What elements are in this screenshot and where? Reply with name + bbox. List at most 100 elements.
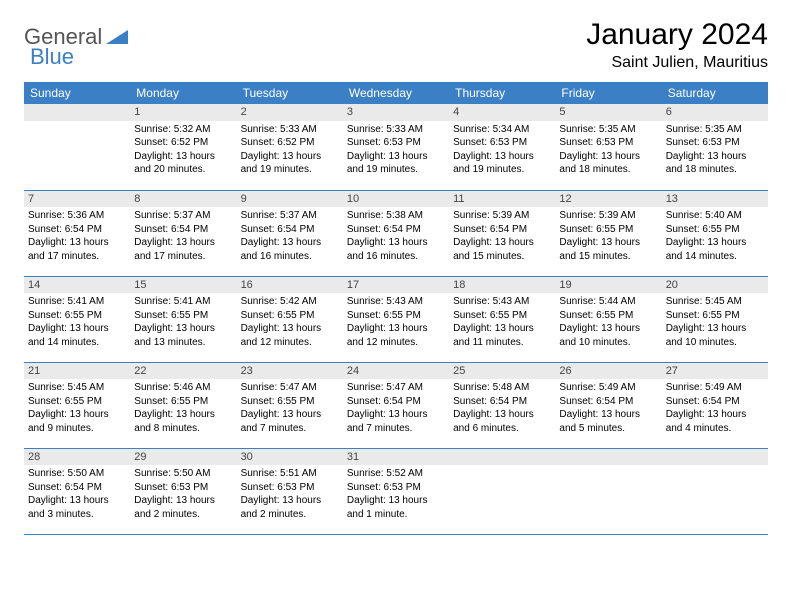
day-header-row: SundayMondayTuesdayWednesdayThursdayFrid… (24, 82, 768, 104)
calendar-cell: 2Sunrise: 5:33 AMSunset: 6:52 PMDaylight… (237, 104, 343, 190)
calendar-cell: 8Sunrise: 5:37 AMSunset: 6:54 PMDaylight… (130, 190, 236, 276)
day-body: Sunrise: 5:40 AMSunset: 6:55 PMDaylight:… (662, 207, 768, 267)
day-body: Sunrise: 5:39 AMSunset: 6:55 PMDaylight:… (555, 207, 661, 267)
day-body: Sunrise: 5:32 AMSunset: 6:52 PMDaylight:… (130, 121, 236, 181)
day-number: 16 (237, 277, 343, 294)
calendar-cell: 14Sunrise: 5:41 AMSunset: 6:55 PMDayligh… (24, 276, 130, 362)
day-body: Sunrise: 5:41 AMSunset: 6:55 PMDaylight:… (24, 293, 130, 353)
day-number (24, 104, 130, 121)
calendar-cell: 20Sunrise: 5:45 AMSunset: 6:55 PMDayligh… (662, 276, 768, 362)
calendar-cell: 28Sunrise: 5:50 AMSunset: 6:54 PMDayligh… (24, 448, 130, 534)
day-body: Sunrise: 5:48 AMSunset: 6:54 PMDaylight:… (449, 379, 555, 439)
day-number (662, 449, 768, 466)
calendar-row: 1Sunrise: 5:32 AMSunset: 6:52 PMDaylight… (24, 104, 768, 190)
day-number: 28 (24, 449, 130, 466)
day-header: Tuesday (237, 82, 343, 104)
calendar-cell: 11Sunrise: 5:39 AMSunset: 6:54 PMDayligh… (449, 190, 555, 276)
location: Saint Julien, Mauritius (586, 54, 768, 72)
calendar-cell: 31Sunrise: 5:52 AMSunset: 6:53 PMDayligh… (343, 448, 449, 534)
day-body: Sunrise: 5:37 AMSunset: 6:54 PMDaylight:… (130, 207, 236, 267)
day-number: 23 (237, 363, 343, 380)
calendar-cell: 3Sunrise: 5:33 AMSunset: 6:53 PMDaylight… (343, 104, 449, 190)
day-number: 8 (130, 191, 236, 208)
day-body: Sunrise: 5:45 AMSunset: 6:55 PMDaylight:… (662, 293, 768, 353)
day-number: 7 (24, 191, 130, 208)
day-header: Monday (130, 82, 236, 104)
calendar-cell: 17Sunrise: 5:43 AMSunset: 6:55 PMDayligh… (343, 276, 449, 362)
day-body: Sunrise: 5:49 AMSunset: 6:54 PMDaylight:… (662, 379, 768, 439)
calendar-cell: 16Sunrise: 5:42 AMSunset: 6:55 PMDayligh… (237, 276, 343, 362)
day-body: Sunrise: 5:35 AMSunset: 6:53 PMDaylight:… (555, 121, 661, 181)
calendar-row: 28Sunrise: 5:50 AMSunset: 6:54 PMDayligh… (24, 448, 768, 534)
calendar-table: SundayMondayTuesdayWednesdayThursdayFrid… (24, 82, 768, 535)
calendar-cell: 30Sunrise: 5:51 AMSunset: 6:53 PMDayligh… (237, 448, 343, 534)
day-header: Thursday (449, 82, 555, 104)
month-title: January 2024 (586, 18, 768, 52)
calendar-cell: 21Sunrise: 5:45 AMSunset: 6:55 PMDayligh… (24, 362, 130, 448)
day-body: Sunrise: 5:51 AMSunset: 6:53 PMDaylight:… (237, 465, 343, 525)
day-header: Friday (555, 82, 661, 104)
day-number: 2 (237, 104, 343, 121)
day-body: Sunrise: 5:43 AMSunset: 6:55 PMDaylight:… (343, 293, 449, 353)
day-number (449, 449, 555, 466)
day-number: 18 (449, 277, 555, 294)
day-body: Sunrise: 5:35 AMSunset: 6:53 PMDaylight:… (662, 121, 768, 181)
day-body: Sunrise: 5:45 AMSunset: 6:55 PMDaylight:… (24, 379, 130, 439)
day-body: Sunrise: 5:34 AMSunset: 6:53 PMDaylight:… (449, 121, 555, 181)
calendar-cell: 15Sunrise: 5:41 AMSunset: 6:55 PMDayligh… (130, 276, 236, 362)
day-number (555, 449, 661, 466)
day-number: 31 (343, 449, 449, 466)
day-number: 25 (449, 363, 555, 380)
calendar-cell: 25Sunrise: 5:48 AMSunset: 6:54 PMDayligh… (449, 362, 555, 448)
day-header: Sunday (24, 82, 130, 104)
day-body: Sunrise: 5:39 AMSunset: 6:54 PMDaylight:… (449, 207, 555, 267)
day-number: 29 (130, 449, 236, 466)
calendar-row: 14Sunrise: 5:41 AMSunset: 6:55 PMDayligh… (24, 276, 768, 362)
day-body: Sunrise: 5:49 AMSunset: 6:54 PMDaylight:… (555, 379, 661, 439)
day-number: 11 (449, 191, 555, 208)
calendar-body: 1Sunrise: 5:32 AMSunset: 6:52 PMDaylight… (24, 104, 768, 534)
day-body: Sunrise: 5:42 AMSunset: 6:55 PMDaylight:… (237, 293, 343, 353)
calendar-cell (449, 448, 555, 534)
calendar-cell: 10Sunrise: 5:38 AMSunset: 6:54 PMDayligh… (343, 190, 449, 276)
calendar-cell: 4Sunrise: 5:34 AMSunset: 6:53 PMDaylight… (449, 104, 555, 190)
logo-text-blue: Blue (30, 44, 74, 69)
day-number: 20 (662, 277, 768, 294)
calendar-cell: 7Sunrise: 5:36 AMSunset: 6:54 PMDaylight… (24, 190, 130, 276)
day-body: Sunrise: 5:47 AMSunset: 6:55 PMDaylight:… (237, 379, 343, 439)
calendar-cell (24, 104, 130, 190)
logo-sub: Blue (30, 44, 74, 70)
day-number: 13 (662, 191, 768, 208)
day-body: Sunrise: 5:44 AMSunset: 6:55 PMDaylight:… (555, 293, 661, 353)
day-number: 19 (555, 277, 661, 294)
calendar-cell: 5Sunrise: 5:35 AMSunset: 6:53 PMDaylight… (555, 104, 661, 190)
calendar-cell: 29Sunrise: 5:50 AMSunset: 6:53 PMDayligh… (130, 448, 236, 534)
calendar-cell: 13Sunrise: 5:40 AMSunset: 6:55 PMDayligh… (662, 190, 768, 276)
day-number: 27 (662, 363, 768, 380)
day-body: Sunrise: 5:43 AMSunset: 6:55 PMDaylight:… (449, 293, 555, 353)
day-number: 4 (449, 104, 555, 121)
calendar-row: 21Sunrise: 5:45 AMSunset: 6:55 PMDayligh… (24, 362, 768, 448)
calendar-cell: 23Sunrise: 5:47 AMSunset: 6:55 PMDayligh… (237, 362, 343, 448)
day-number: 21 (24, 363, 130, 380)
calendar-cell: 6Sunrise: 5:35 AMSunset: 6:53 PMDaylight… (662, 104, 768, 190)
day-number: 24 (343, 363, 449, 380)
day-number: 1 (130, 104, 236, 121)
day-number: 14 (24, 277, 130, 294)
calendar-row: 7Sunrise: 5:36 AMSunset: 6:54 PMDaylight… (24, 190, 768, 276)
day-number: 9 (237, 191, 343, 208)
calendar-cell: 22Sunrise: 5:46 AMSunset: 6:55 PMDayligh… (130, 362, 236, 448)
calendar-cell: 24Sunrise: 5:47 AMSunset: 6:54 PMDayligh… (343, 362, 449, 448)
day-number: 22 (130, 363, 236, 380)
day-body: Sunrise: 5:33 AMSunset: 6:53 PMDaylight:… (343, 121, 449, 181)
calendar-cell (555, 448, 661, 534)
day-header: Saturday (662, 82, 768, 104)
day-number: 3 (343, 104, 449, 121)
day-number: 26 (555, 363, 661, 380)
day-body: Sunrise: 5:36 AMSunset: 6:54 PMDaylight:… (24, 207, 130, 267)
calendar-cell: 18Sunrise: 5:43 AMSunset: 6:55 PMDayligh… (449, 276, 555, 362)
calendar-cell: 19Sunrise: 5:44 AMSunset: 6:55 PMDayligh… (555, 276, 661, 362)
day-number: 30 (237, 449, 343, 466)
calendar-cell (662, 448, 768, 534)
day-body: Sunrise: 5:52 AMSunset: 6:53 PMDaylight:… (343, 465, 449, 525)
